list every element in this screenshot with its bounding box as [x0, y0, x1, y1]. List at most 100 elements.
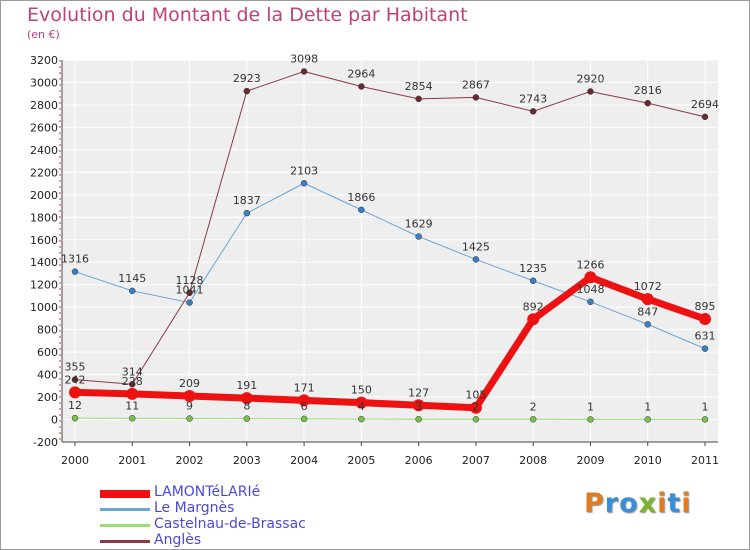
data-point: [243, 415, 251, 422]
data-label: 1: [702, 400, 709, 413]
data-label: 1235: [519, 262, 547, 275]
y-tick-label: 400: [37, 369, 58, 382]
data-point: [358, 83, 365, 90]
data-point: [644, 321, 651, 328]
data-point: [126, 387, 139, 400]
logo-letter: t: [667, 488, 682, 519]
data-point: [587, 88, 594, 95]
data-point: [358, 206, 365, 214]
logo-letter: r: [604, 488, 620, 519]
logo-letter: P: [584, 488, 605, 519]
y-tick-label: 800: [37, 324, 58, 337]
data-point: [415, 415, 422, 423]
data-point: [71, 376, 79, 383]
y-tick-label: 2000: [30, 189, 58, 202]
legend-swatch: [100, 490, 150, 498]
legend-label: Le Margnès: [154, 500, 235, 516]
logo-letter: x: [638, 488, 658, 519]
x-tick-label: 2004: [290, 454, 318, 467]
legend-swatch: [100, 540, 150, 543]
y-tick-label: 1600: [30, 234, 58, 247]
data-point: [587, 298, 594, 306]
data-point: [472, 94, 480, 101]
data-label: 355: [65, 361, 86, 374]
y-tick-label: 2200: [30, 166, 58, 179]
data-point: [71, 268, 79, 275]
y-tick-label: 3200: [30, 54, 58, 67]
chart-title: Evolution du Montant de la Dette par Hab…: [27, 4, 468, 26]
data-label: 1316: [61, 253, 89, 266]
x-tick-label: 2006: [405, 454, 433, 467]
data-label: 105: [465, 389, 486, 402]
data-label: 1145: [118, 272, 146, 285]
data-label: 228: [122, 375, 143, 388]
data-point: [129, 381, 136, 388]
x-tick-label: 2003: [233, 454, 261, 467]
data-point: [701, 345, 709, 352]
data-point: [527, 313, 540, 326]
y-tick-label: 1200: [30, 279, 58, 292]
data-label: 4: [358, 400, 365, 413]
data-point: [183, 390, 196, 403]
data-label: 1: [644, 400, 651, 413]
data-label: 1866: [347, 191, 375, 204]
data-label: 8: [243, 400, 250, 413]
data-label: 2964: [347, 68, 375, 81]
data-point: [415, 95, 422, 103]
x-tick-label: 2000: [61, 454, 89, 467]
x-tick-label: 2011: [691, 454, 719, 467]
data-label: 2816: [634, 84, 662, 97]
series-line-0: [74, 273, 707, 412]
data-point: [129, 287, 136, 295]
data-point: [529, 416, 537, 423]
data-point: [529, 277, 537, 285]
data-label: 1048: [576, 283, 604, 296]
x-tick-label: 2005: [347, 454, 375, 467]
y-tick-label: 3000: [30, 76, 58, 89]
data-point: [415, 233, 422, 240]
data-point: [644, 99, 651, 107]
data-label: 2: [530, 400, 537, 413]
data-label: 2743: [519, 92, 547, 105]
data-point: [300, 415, 308, 423]
legend-label: Anglès: [154, 532, 202, 548]
data-point: [240, 392, 253, 405]
data-point: [529, 108, 537, 115]
data-point: [186, 415, 193, 422]
data-point: [186, 299, 193, 306]
y-tick-label: 1000: [30, 301, 58, 314]
data-label: 171: [294, 381, 315, 394]
data-point: [699, 312, 711, 325]
series-line-3: [74, 70, 706, 385]
data-label: 2854: [405, 80, 433, 93]
data-label: 1425: [462, 240, 490, 253]
data-point: [472, 416, 480, 423]
logo-letter: o: [619, 488, 639, 519]
plot-background: [62, 60, 718, 442]
data-point: [701, 416, 709, 423]
data-label: 2694: [691, 98, 719, 111]
data-label: 3: [415, 400, 422, 413]
data-label: 1041: [176, 284, 204, 297]
data-label: 1837: [233, 194, 261, 207]
data-label: 847: [637, 305, 658, 318]
legend-swatch: [100, 508, 150, 511]
data-label: 6: [301, 400, 308, 413]
logo-letter: i: [657, 488, 668, 519]
y-tick-label: 600: [37, 346, 58, 359]
data-label: 2867: [462, 78, 490, 91]
y-tick-label: -200: [33, 436, 58, 449]
data-label: 9: [186, 400, 193, 413]
x-tick-label: 2001: [118, 454, 146, 467]
series-line-2: [74, 417, 705, 420]
data-label: 12: [68, 399, 82, 412]
data-point: [243, 209, 251, 217]
y-tick-label: 2400: [30, 144, 58, 157]
data-label: 892: [523, 300, 544, 313]
data-point: [300, 68, 308, 75]
series-line-1: [74, 182, 706, 350]
data-point: [412, 399, 425, 412]
data-label: 1072: [634, 280, 662, 293]
data-label: 3098: [290, 52, 318, 65]
data-point: [584, 271, 597, 284]
